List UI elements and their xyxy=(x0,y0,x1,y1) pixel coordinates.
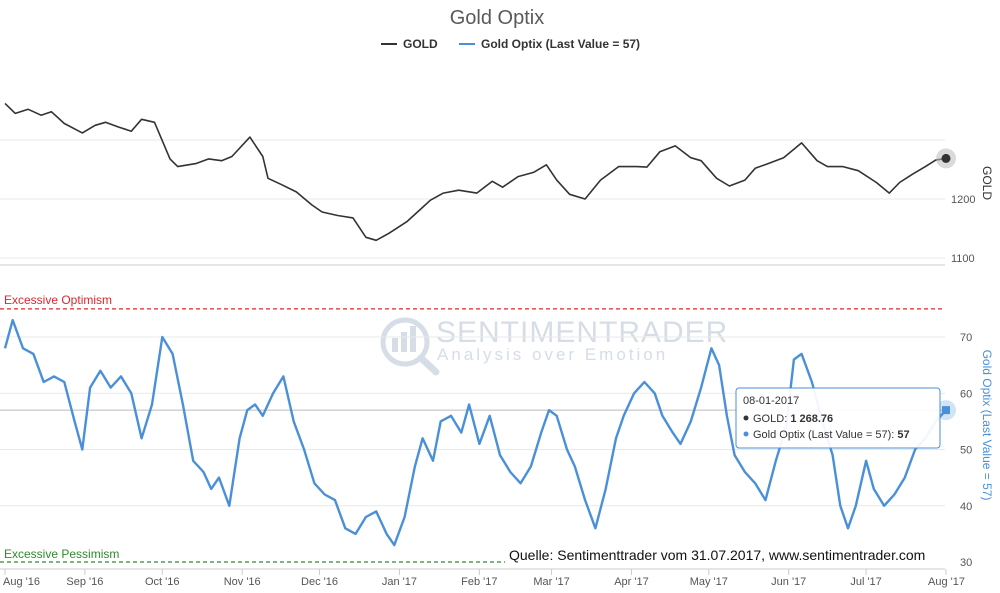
watermark-tagline: Analysis over Emotion xyxy=(437,345,668,364)
x-tick-label: Dec '16 xyxy=(301,576,338,588)
x-tick-label: Jan '17 xyxy=(382,576,417,588)
x-tick-label: Sep '16 xyxy=(66,576,103,588)
x-axis-ticks: Aug '16 Sep '16 Oct '16 Nov '16 Dec '16 Jan '… xyxy=(3,569,965,588)
x-tick-label: Jul '17 xyxy=(850,576,881,588)
optix-y-tick-label: 70 xyxy=(960,332,972,344)
tooltip-date: 08-01-2017 xyxy=(743,395,799,407)
legend-label-gold[interactable]: GOLD xyxy=(403,37,438,51)
watermark-logo-icon xyxy=(380,317,440,376)
x-tick-label: Oct '16 xyxy=(145,576,180,588)
tooltip-gold-sep: : xyxy=(784,413,790,425)
legend[interactable]: GOLD Gold Optix (Last Value = 57) xyxy=(381,37,640,51)
optix-y-tick-labels: 30 40 50 60 70 xyxy=(960,332,972,569)
tooltip-optix-value: 57 xyxy=(897,429,909,441)
legend-item-optix[interactable]: Gold Optix (Last Value = 57) xyxy=(459,37,640,51)
gold-axis-title: GOLD xyxy=(980,166,994,200)
tooltip: 08-01-2017 GOLD: 1 268.76 Gold Optix (La… xyxy=(735,387,941,449)
optix-y-tick-label: 60 xyxy=(960,388,972,400)
optix-axis-title: Gold Optix (Last Value = 57) xyxy=(980,350,994,501)
excessive-optimism-label: Excessive Optimism xyxy=(4,293,112,307)
tooltip-box xyxy=(735,387,941,449)
gold-gridlines xyxy=(0,139,945,259)
optix-series-line[interactable] xyxy=(3,318,947,547)
gold-series-line[interactable] xyxy=(4,102,947,242)
tooltip-optix-bullet-icon xyxy=(743,431,749,437)
optix-y-tick-label: 40 xyxy=(960,501,972,513)
x-tick-label: Aug '16 xyxy=(3,576,40,588)
tooltip-gold-label: GOLD xyxy=(753,413,784,425)
x-tick-label: Mar '17 xyxy=(533,576,569,588)
x-tick-label: Feb '17 xyxy=(461,576,497,588)
optix-y-tick-label: 30 xyxy=(960,557,972,569)
gold-y-tick-labels: 1100 1200 xyxy=(951,194,975,265)
gold-pane: 1100 1200 GOLD xyxy=(0,102,994,266)
source-note-background xyxy=(505,544,943,566)
source-note-text: Quelle: Sentimenttrader vom 31.07.2017, … xyxy=(509,547,925,563)
chart-title: Gold Optix xyxy=(450,7,544,29)
watermark: SENTIMENTRADER Analysis over Emotion xyxy=(380,316,728,376)
x-tick-label: Jun '17 xyxy=(771,576,806,588)
tooltip-optix-label: Gold Optix (Last Value = 57) xyxy=(753,429,891,441)
tooltip-gold-row: GOLD: 1 268.76 xyxy=(753,413,833,425)
tooltip-gold-value: 1 268.76 xyxy=(790,413,833,425)
legend-label-optix[interactable]: Gold Optix (Last Value = 57) xyxy=(481,37,640,51)
optix-pane: 30 40 50 60 70 Excessive Optimism Excessive … xyxy=(0,293,994,569)
legend-item-gold[interactable]: GOLD xyxy=(381,37,438,51)
tooltip-optix-row: Gold Optix (Last Value = 57): 57 xyxy=(753,429,910,441)
optix-last-point[interactable] xyxy=(942,406,950,415)
optix-y-tick-label: 50 xyxy=(960,445,972,457)
gold-y-tick-label: 1100 xyxy=(951,253,975,265)
watermark-name: SENTIMENTRADER xyxy=(436,316,728,349)
x-tick-label: Apr '17 xyxy=(614,576,649,588)
tooltip-optix-sep: : xyxy=(891,429,897,441)
gold-last-point[interactable] xyxy=(941,153,951,163)
tooltip-gold-bullet-icon xyxy=(743,415,749,421)
x-tick-label: Aug '17 xyxy=(928,576,965,588)
x-tick-label: May '17 xyxy=(690,576,728,588)
excessive-pessimism-label: Excessive Pessimism xyxy=(4,547,119,561)
gold-y-tick-label: 1200 xyxy=(951,194,975,206)
x-tick-label: Nov '16 xyxy=(224,576,261,588)
source-note: Quelle: Sentimenttrader vom 31.07.2017, … xyxy=(505,544,943,566)
